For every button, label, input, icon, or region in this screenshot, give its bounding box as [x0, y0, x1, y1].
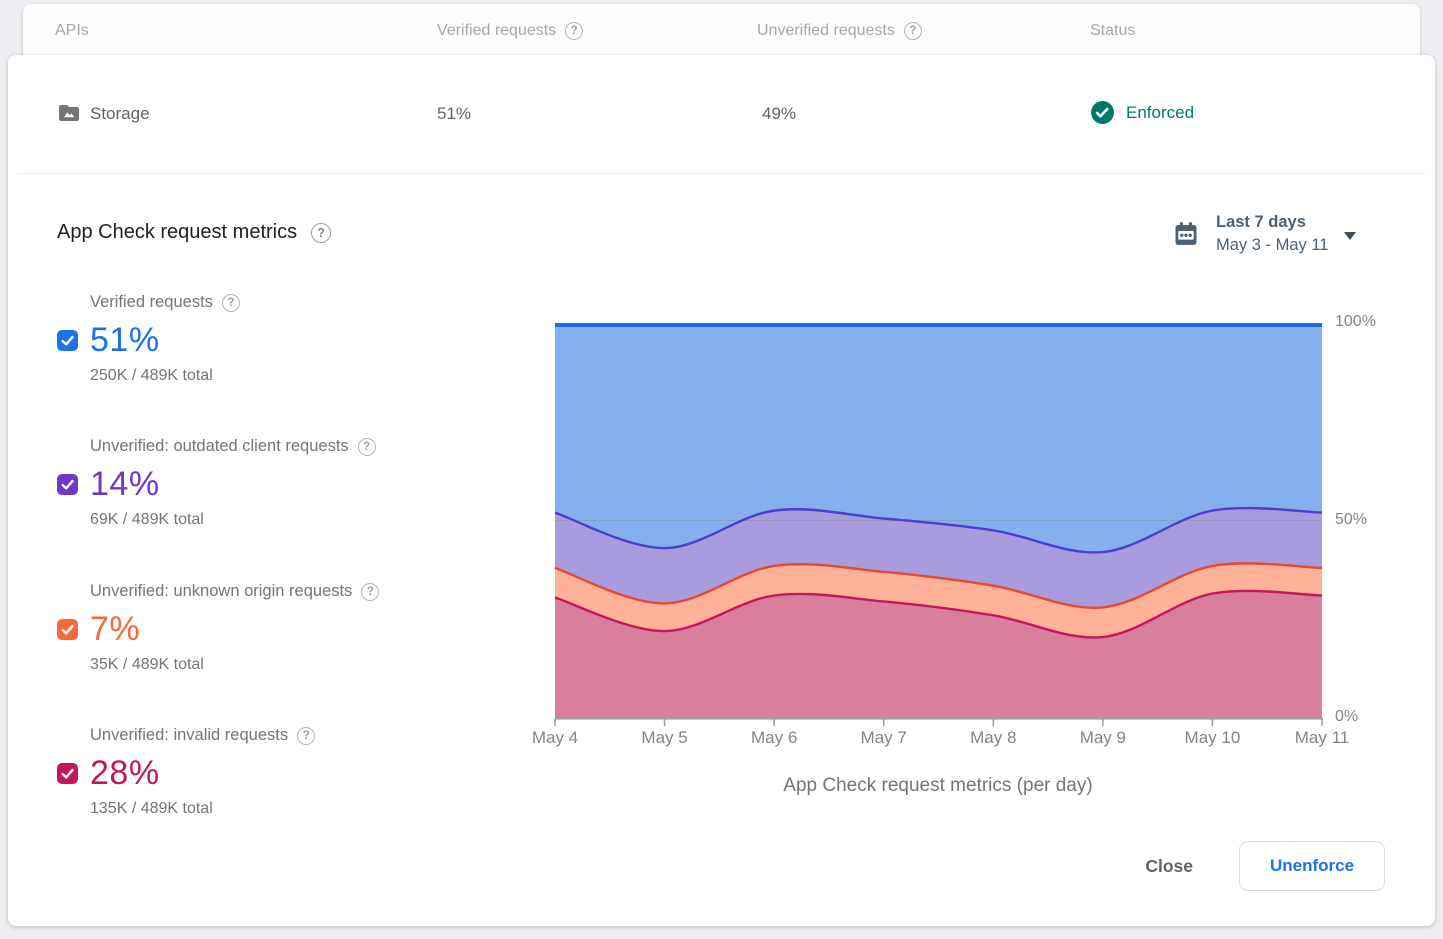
legend-percent: 28%: [90, 754, 160, 792]
legend-label: Verified requests: [90, 293, 213, 311]
legend-percent: 14%: [90, 465, 160, 503]
legend-label: Unverified: outdated client requests: [90, 437, 349, 455]
x-tick-label: May 8: [970, 728, 1017, 747]
status-header-label: Status: [1090, 22, 1136, 39]
date-range-selector[interactable]: Last 7 days May 3 - May 11: [1172, 211, 1357, 257]
api-row-verified-percent: 51%: [437, 104, 472, 123]
x-tick-label: May 4: [531, 728, 579, 747]
legend-detail: 135K / 489K total: [90, 800, 213, 817]
help-icon[interactable]: ?: [565, 22, 584, 40]
y-tick-label: 100%: [1335, 313, 1376, 330]
chevron-down-icon: [1344, 232, 1357, 240]
legend-label: Unverified: invalid requests: [90, 726, 289, 744]
status-badge: Enforced: [1090, 100, 1194, 125]
x-tick-label: May 7: [860, 728, 907, 747]
dialog-footer: Close Unenforce: [1139, 841, 1385, 891]
area-invalid: [555, 590, 1322, 718]
unenforce-button[interactable]: Unenforce: [1239, 841, 1385, 891]
help-icon[interactable]: ?: [903, 22, 922, 40]
divider: [18, 173, 1425, 174]
legend-item-invalid: Unverified: invalid requests ? 28% 135K …: [57, 726, 497, 818]
unknown-origin-checkbox[interactable]: [57, 619, 78, 640]
line-outdated-client: [554, 506, 1323, 554]
legend-detail: 69K / 489K total: [90, 511, 204, 528]
line-unknown-origin: [554, 562, 1323, 609]
date-range-primary: Last 7 days: [1216, 213, 1306, 231]
y-tick-label: 0%: [1335, 708, 1359, 725]
calendar-icon: [1175, 222, 1197, 245]
outdated-client-checkbox[interactable]: [57, 474, 78, 495]
legend-percent: 7%: [90, 610, 141, 648]
status-text: Enforced: [1126, 102, 1195, 122]
column-header-apis: APIs: [55, 22, 89, 40]
legend-item-verified: Verified requests ? 51% 250K / 489K tota…: [57, 293, 497, 385]
legend-item-unknown-origin: Unverified: unknown origin requests ? 7%…: [57, 582, 497, 674]
storage-folder-icon: [59, 105, 79, 121]
page-title: App Check request metrics: [57, 221, 298, 243]
help-icon[interactable]: ?: [221, 293, 240, 312]
line-invalid: [554, 589, 1323, 639]
help-icon[interactable]: ?: [357, 437, 376, 456]
legend-detail: 250K / 489K total: [90, 367, 213, 384]
date-range-secondary: May 3 - May 11: [1216, 236, 1329, 254]
app-check-detail-card: Storage 51% 49% Enforced App Check reque…: [8, 55, 1435, 926]
section-title-row: App Check request metrics ?: [57, 221, 332, 244]
check-circle-icon: [1091, 101, 1114, 124]
column-header-unverified: Unverified requests ?: [757, 22, 922, 40]
legend-detail: 35K / 489K total: [90, 656, 204, 673]
x-tick-label: May 10: [1184, 728, 1241, 747]
legend-percent: 51%: [90, 321, 160, 359]
legend-item-outdated-client: Unverified: outdated client requests ? 1…: [57, 437, 497, 529]
x-tick-label: May 9: [1079, 728, 1126, 747]
invalid-checkbox[interactable]: [57, 763, 78, 784]
x-tick-label: May 11: [1294, 728, 1350, 747]
verified-header-label: Verified requests: [437, 22, 557, 39]
x-tick-label: May 5: [641, 728, 688, 747]
close-button[interactable]: Close: [1139, 846, 1199, 887]
unverified-header-label: Unverified requests: [757, 22, 895, 39]
stacked-area-chart: [554, 323, 1323, 726]
help-icon[interactable]: ?: [361, 582, 380, 601]
help-icon[interactable]: ?: [311, 222, 332, 243]
api-row-unverified-percent: 49%: [762, 104, 797, 123]
legend-label: Unverified: unknown origin requests: [90, 582, 353, 600]
apis-header-label: APIs: [55, 22, 89, 39]
verified-checkbox[interactable]: [57, 330, 78, 351]
api-row-name[interactable]: Storage: [90, 104, 150, 123]
column-header-status: Status: [1090, 22, 1135, 40]
x-tick-label: May 6: [750, 728, 798, 747]
y-tick-label: 50%: [1335, 510, 1368, 528]
help-icon[interactable]: ?: [297, 726, 316, 745]
column-header-verified: Verified requests ?: [437, 22, 584, 40]
chart-caption: App Check request metrics (per day): [783, 775, 1093, 796]
